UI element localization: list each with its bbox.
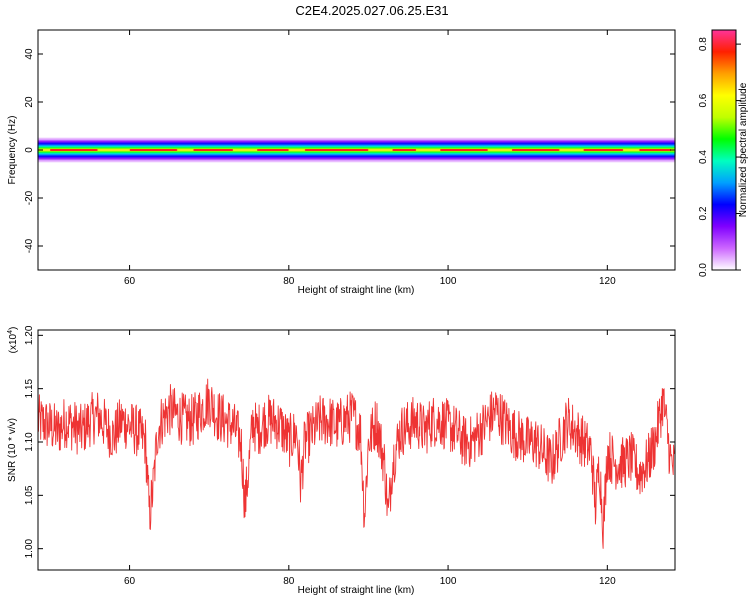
snr-series-line — [37, 378, 676, 549]
snr-panel: 60 80 100 120 1.00 1.05 1.10 1.15 1.20 Height o… — [7, 325, 676, 596]
x-tick-label: 80 — [283, 576, 295, 587]
svg-text:(x104): (x104) — [7, 327, 19, 354]
y-tick-label: 1.20 — [24, 325, 35, 345]
spectrogram-x-ticks: 60 80 100 120 — [124, 30, 616, 287]
y-tick-label: 1.00 — [24, 538, 35, 558]
figure-title: C2E4.2025.027.06.25.E31 — [295, 3, 448, 18]
spectrogram-y-axis-label: Frequency (Hz) — [7, 116, 18, 185]
colorbar-tick-label: 0.2 — [698, 206, 709, 220]
spectrogram-band — [38, 138, 675, 162]
y-tick-label: -40 — [24, 238, 35, 253]
y-tick-label: 1.05 — [24, 485, 35, 505]
colorbar-tick-label: 0.8 — [698, 37, 709, 51]
snr-x-ticks: 60 80 100 120 — [124, 330, 616, 587]
y-tick-label: 20 — [24, 96, 35, 108]
x-tick-label: 60 — [124, 276, 136, 287]
colorbar-gradient — [711, 29, 737, 271]
y-tick-label: 40 — [24, 48, 35, 60]
x-tick-label: 80 — [283, 276, 295, 287]
colorbar-tick-label: 0.0 — [698, 263, 709, 277]
colorbar-label: Normalized spectral amplitude — [738, 82, 749, 217]
snr-y-axis-label: SNR (10 * v/v) — [7, 418, 18, 482]
colorbar-tick-label: 0.6 — [698, 93, 709, 107]
x-tick-label: 120 — [599, 276, 616, 287]
colorbar-tick-label: 0.4 — [698, 150, 709, 164]
snr-frame — [37, 329, 676, 571]
x-tick-label: 60 — [124, 576, 136, 587]
x-tick-label: 120 — [599, 576, 616, 587]
snr-x-axis-label: Height of straight line (km) — [298, 585, 415, 596]
spectrogram-panel: 60 80 100 120 -40 -20 0 20 40 Height of straigh… — [7, 29, 676, 296]
spectrogram-x-axis-label: Height of straight line (km) — [298, 285, 415, 296]
colorbar: 0.0 0.2 0.4 0.6 0.8 Normalized spectral ampl… — [698, 29, 749, 277]
snr-y-multiplier-exp: 4 — [7, 330, 14, 334]
colorbar-ticks: 0.0 0.2 0.4 0.6 0.8 — [698, 37, 741, 277]
y-tick-label: 1.10 — [24, 432, 35, 452]
snr-y-multiplier-base: (x10 — [8, 333, 19, 353]
x-tick-label: 100 — [440, 576, 457, 587]
snr-y-ticks: 1.00 1.05 1.10 1.15 1.20 — [24, 325, 675, 558]
snr-y-multiplier: (x104) — [7, 327, 19, 354]
y-tick-label: 0 — [24, 147, 35, 153]
y-tick-label: 1.15 — [24, 378, 35, 398]
spectrogram-y-ticks: -40 -20 0 20 40 — [24, 48, 675, 253]
x-tick-label: 100 — [440, 276, 457, 287]
y-tick-label: -20 — [24, 190, 35, 205]
